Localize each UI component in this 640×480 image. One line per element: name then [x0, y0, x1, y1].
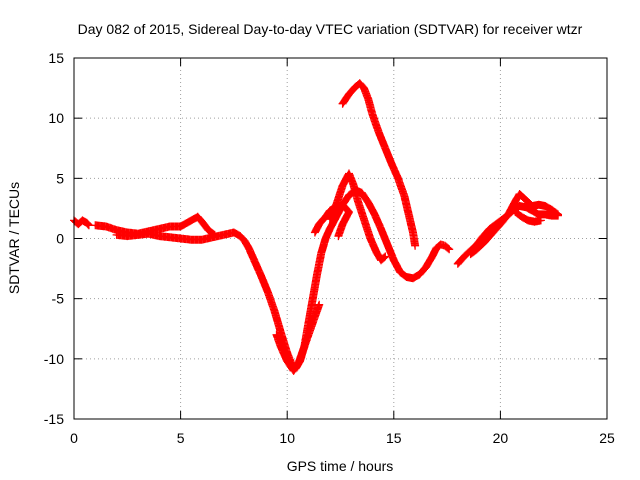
plus-markers	[466, 190, 562, 259]
y-tick-label: -15	[44, 411, 64, 427]
x-axis-label: GPS time / hours	[287, 458, 394, 474]
y-tick-label: 0	[56, 231, 64, 247]
plus-markers	[338, 79, 420, 250]
data-points	[70, 79, 562, 375]
y-tick-label: 15	[48, 50, 64, 66]
plus-markers	[272, 300, 324, 375]
series-arc9	[466, 190, 562, 259]
x-tick-label: 10	[279, 430, 295, 446]
x-tick-label: 5	[177, 430, 185, 446]
x-tick-label: 0	[70, 430, 78, 446]
chart-title: Day 082 of 2015, Sidereal Day-to-day VTE…	[78, 21, 583, 37]
series-arc7	[338, 79, 420, 250]
series-arc6	[325, 169, 390, 265]
x-tick-label: 25	[599, 430, 615, 446]
y-axis-label: SDTVAR / TECUs	[6, 182, 22, 294]
plus-markers	[511, 208, 545, 226]
x-tick-label: 20	[493, 430, 509, 446]
series-arc4	[272, 300, 324, 375]
y-tick-label: 10	[48, 110, 64, 126]
y-tick-label: 5	[56, 170, 64, 186]
y-tick-label: -10	[44, 351, 64, 367]
x-tick-label: 15	[386, 430, 402, 446]
plus-markers	[325, 169, 390, 265]
y-tick-label: -5	[52, 291, 65, 307]
series-arc10	[511, 208, 545, 226]
axis-ticks: 0 5 10 15 20 25 -15 -10 -5 0 5 10 15	[44, 50, 615, 446]
